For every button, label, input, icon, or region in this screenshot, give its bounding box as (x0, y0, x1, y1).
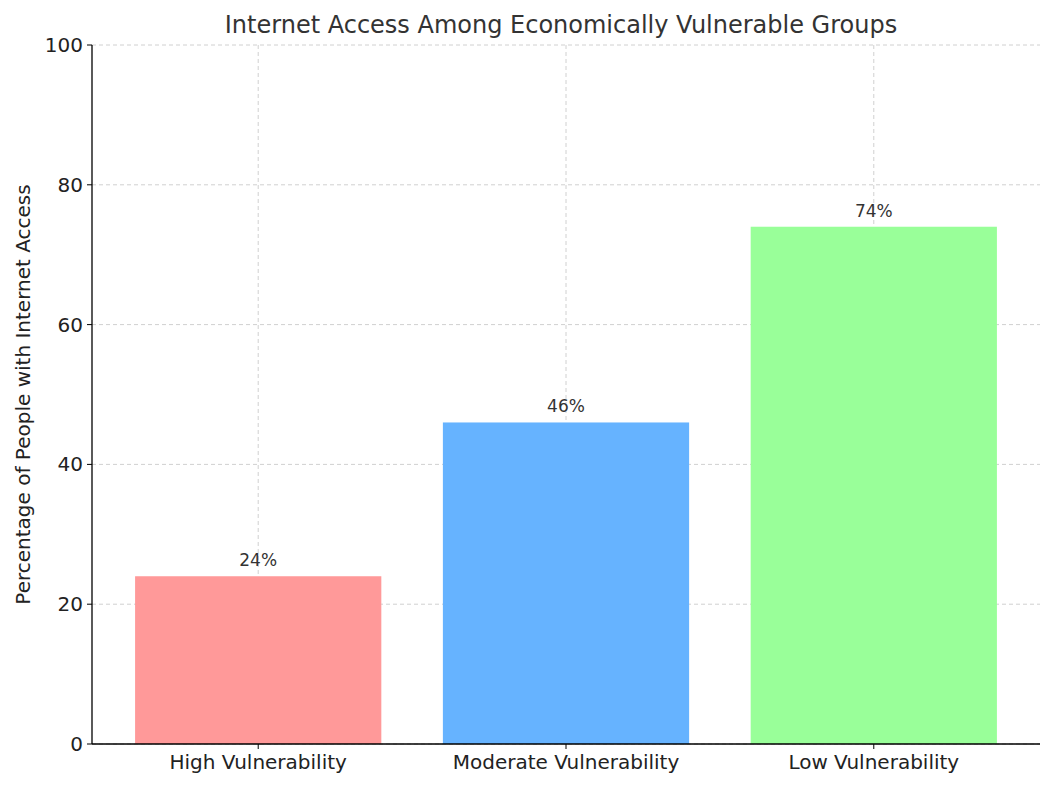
x-tick-label: High Vulnerability (170, 750, 348, 774)
y-tick-label: 40 (58, 452, 83, 476)
x-tick (566, 744, 567, 749)
y-tick-label: 80 (58, 173, 83, 197)
x-tick (258, 744, 259, 749)
x-tick-label: Low Vulnerability (788, 750, 959, 774)
y-tick-label: 0 (70, 732, 83, 756)
bars (135, 227, 997, 744)
y-axis-line (91, 45, 92, 744)
x-tick-label: Moderate Vulnerability (453, 750, 680, 774)
bar (135, 576, 381, 744)
data-labels: 24% 46% 74% (239, 201, 892, 571)
bar (751, 227, 997, 744)
y-tick (87, 324, 92, 325)
y-tick (87, 45, 92, 46)
grid (92, 45, 1040, 744)
y-tick (87, 604, 92, 605)
y-axis-label: Percentage of People with Internet Acces… (11, 184, 35, 604)
data-label: 46% (547, 396, 585, 416)
chart-container: 24% 46% 74% 0 20 40 60 80 100 High Vulnerability M… (0, 0, 1057, 785)
data-label: 24% (239, 550, 277, 570)
y-tick-label: 60 (58, 313, 83, 337)
chart-svg: 24% 46% 74% 0 20 40 60 80 100 High Vulnerability M… (0, 0, 1057, 785)
y-tick (87, 184, 92, 185)
chart-title: Internet Access Among Economically Vulne… (225, 11, 897, 39)
bar (443, 422, 689, 744)
y-tick (87, 464, 92, 465)
x-tick (873, 744, 874, 749)
y-tick-label: 100 (45, 33, 83, 57)
axes: 0 20 40 60 80 100 High Vulnerability Moderate V… (45, 33, 1040, 774)
data-label: 74% (855, 201, 893, 221)
y-tick (87, 744, 92, 745)
y-tick-label: 20 (58, 592, 83, 616)
